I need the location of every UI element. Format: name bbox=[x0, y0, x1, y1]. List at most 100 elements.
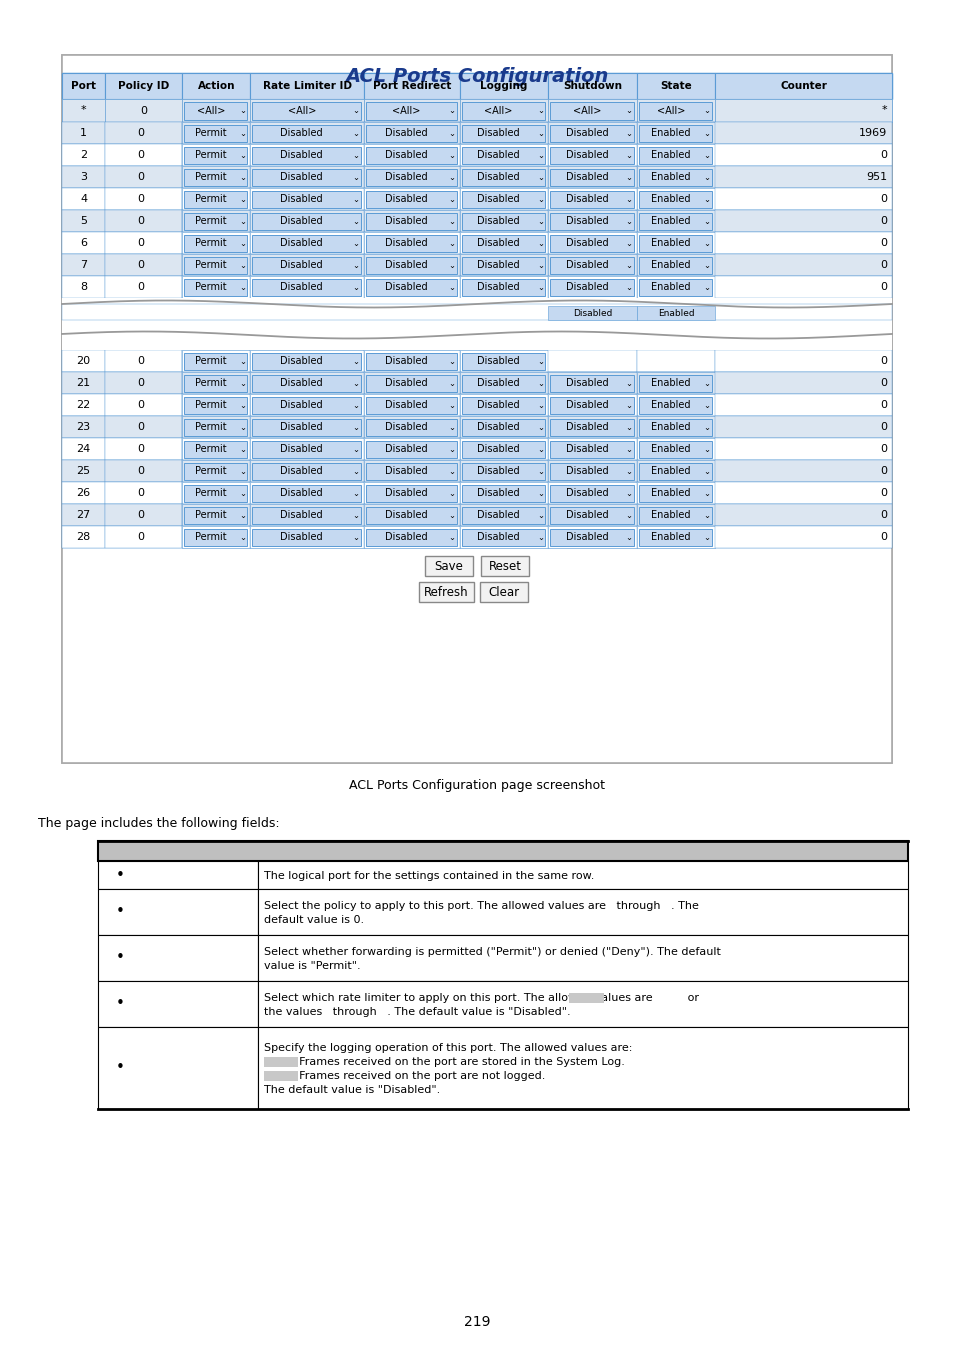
Bar bbox=[637, 254, 715, 275]
Text: Disabled: Disabled bbox=[565, 282, 608, 292]
Bar bbox=[637, 504, 715, 526]
Bar bbox=[715, 73, 891, 99]
Text: 0: 0 bbox=[879, 444, 886, 454]
Bar bbox=[253, 235, 361, 251]
Text: 0: 0 bbox=[879, 356, 886, 366]
Bar bbox=[548, 482, 637, 504]
Bar bbox=[639, 190, 712, 208]
Text: ⌄: ⌄ bbox=[448, 261, 455, 270]
Text: Disabled: Disabled bbox=[565, 128, 608, 138]
Bar bbox=[250, 211, 364, 232]
Bar bbox=[715, 373, 891, 394]
Bar bbox=[639, 440, 712, 458]
Text: Enabled: Enabled bbox=[650, 282, 690, 292]
Text: ⌄: ⌄ bbox=[353, 510, 359, 520]
Text: ⌄: ⌄ bbox=[537, 173, 543, 181]
Text: ⌄: ⌄ bbox=[353, 216, 359, 225]
Bar bbox=[715, 504, 891, 526]
Bar bbox=[364, 166, 459, 188]
Text: ⌄: ⌄ bbox=[448, 216, 455, 225]
Text: The logical port for the settings contained in the same row.: The logical port for the settings contai… bbox=[264, 871, 594, 882]
Text: ⌄: ⌄ bbox=[537, 467, 543, 475]
Bar bbox=[461, 528, 545, 545]
Bar bbox=[364, 99, 459, 122]
Text: ⌄: ⌄ bbox=[448, 510, 455, 520]
Bar bbox=[715, 350, 891, 373]
Text: ⌄: ⌄ bbox=[703, 467, 710, 475]
Text: Select the policy to apply to this port. The allowed values are   through   . Th: Select the policy to apply to this port.… bbox=[264, 902, 699, 911]
Text: <All>: <All> bbox=[196, 105, 225, 116]
Bar bbox=[459, 122, 548, 144]
Bar bbox=[550, 463, 634, 479]
Bar bbox=[250, 526, 364, 548]
Bar bbox=[461, 485, 545, 501]
Bar bbox=[62, 99, 105, 122]
Text: 0: 0 bbox=[879, 261, 886, 270]
Bar bbox=[364, 416, 459, 437]
Bar bbox=[715, 416, 891, 437]
Bar bbox=[250, 99, 364, 122]
Bar bbox=[105, 460, 182, 482]
Text: Permit: Permit bbox=[194, 444, 227, 454]
Bar bbox=[459, 144, 548, 166]
Bar bbox=[548, 122, 637, 144]
Bar bbox=[264, 1057, 298, 1068]
Bar bbox=[639, 418, 712, 436]
Text: ⌄: ⌄ bbox=[353, 128, 359, 138]
Text: ⌄: ⌄ bbox=[625, 261, 632, 270]
Bar bbox=[459, 526, 548, 548]
Bar bbox=[182, 394, 250, 416]
Bar bbox=[184, 418, 247, 436]
Text: Policy ID: Policy ID bbox=[118, 81, 170, 90]
Bar bbox=[459, 211, 548, 232]
Text: ⌄: ⌄ bbox=[625, 173, 632, 181]
Bar bbox=[184, 352, 247, 370]
Text: •: • bbox=[115, 868, 124, 883]
Text: 0: 0 bbox=[136, 171, 144, 182]
Bar bbox=[639, 397, 712, 413]
Text: ⌄: ⌄ bbox=[448, 150, 455, 159]
Bar bbox=[637, 99, 715, 122]
Text: <All>: <All> bbox=[656, 105, 684, 116]
Text: 0: 0 bbox=[136, 128, 144, 138]
Text: 3: 3 bbox=[80, 171, 87, 182]
Bar bbox=[264, 1072, 298, 1081]
Bar bbox=[461, 256, 545, 274]
Text: ⌄: ⌄ bbox=[625, 444, 632, 454]
Text: 0: 0 bbox=[140, 105, 147, 116]
Text: ⌄: ⌄ bbox=[238, 216, 246, 225]
Bar bbox=[184, 256, 247, 274]
Bar bbox=[480, 556, 529, 576]
Bar bbox=[461, 374, 545, 392]
Bar bbox=[182, 254, 250, 275]
Text: Permit: Permit bbox=[194, 238, 227, 248]
Bar bbox=[184, 235, 247, 251]
Bar bbox=[250, 504, 364, 526]
Bar bbox=[182, 188, 250, 211]
Bar bbox=[62, 437, 105, 460]
Text: Refresh: Refresh bbox=[424, 586, 468, 598]
Bar bbox=[250, 350, 364, 373]
Bar bbox=[366, 147, 456, 163]
Bar bbox=[250, 73, 364, 99]
Bar bbox=[182, 526, 250, 548]
Bar bbox=[637, 460, 715, 482]
Text: Disabled: Disabled bbox=[565, 423, 608, 432]
Bar bbox=[459, 460, 548, 482]
Bar bbox=[459, 232, 548, 254]
Bar bbox=[569, 994, 603, 1003]
Bar bbox=[182, 373, 250, 394]
Text: Enabled: Enabled bbox=[650, 466, 690, 477]
Text: Permit: Permit bbox=[194, 378, 227, 387]
Text: Logging: Logging bbox=[479, 81, 527, 90]
Bar bbox=[637, 350, 715, 373]
Bar bbox=[366, 101, 456, 120]
Bar bbox=[182, 350, 250, 373]
Bar bbox=[459, 350, 548, 373]
Text: ⌄: ⌄ bbox=[703, 532, 710, 541]
Bar bbox=[459, 437, 548, 460]
Text: ⌄: ⌄ bbox=[703, 489, 710, 498]
Bar bbox=[639, 235, 712, 251]
Text: default value is 0.: default value is 0. bbox=[264, 915, 364, 925]
Bar bbox=[550, 190, 634, 208]
